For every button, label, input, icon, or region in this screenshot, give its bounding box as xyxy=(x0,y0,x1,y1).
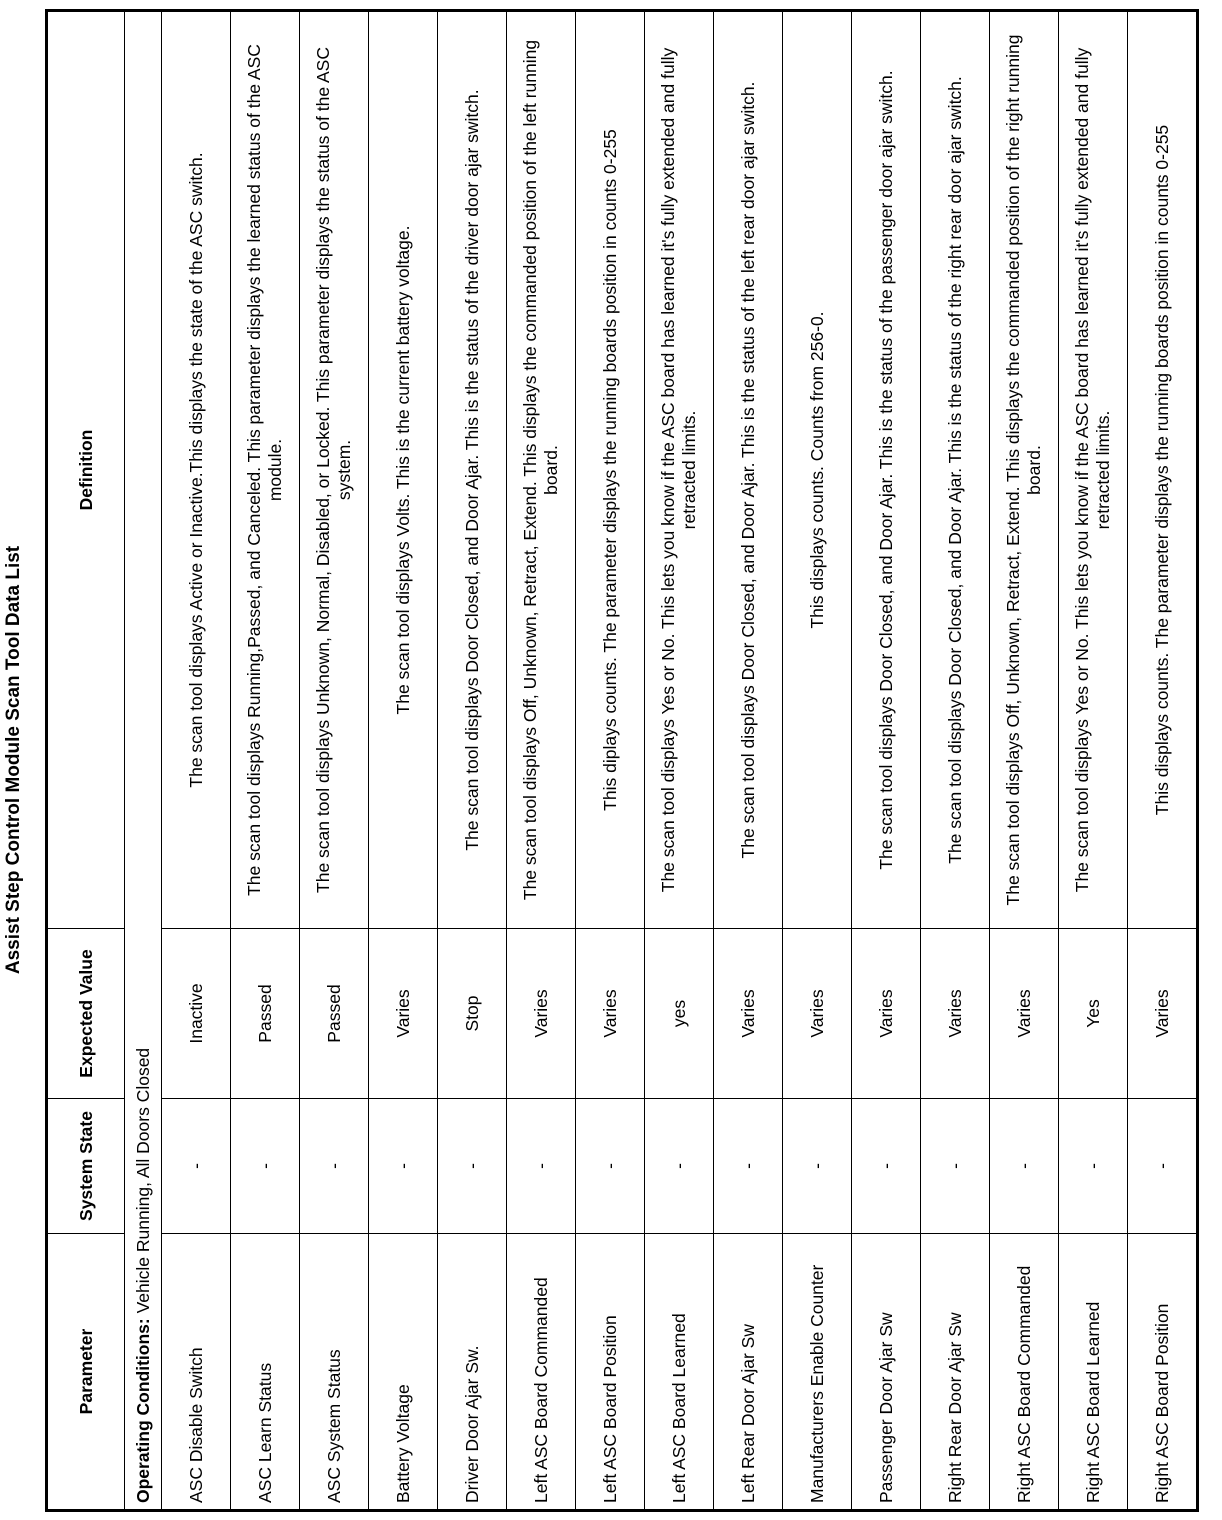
data-list-table: Parameter System State Expected Value De… xyxy=(45,9,1199,1512)
cell-expected-value: Varies xyxy=(506,928,576,1099)
cell-expected-value: Varies xyxy=(1127,928,1198,1099)
table-row: Right ASC Board Learned - Yes The scan tool… xyxy=(1058,10,1128,1511)
cell-parameter: Left ASC Board Learned xyxy=(644,1233,714,1511)
header-parameter: Parameter xyxy=(46,1233,125,1511)
cell-parameter: Manufacturers Enable Counter xyxy=(782,1233,852,1511)
cell-parameter: Battery Voltage xyxy=(368,1233,438,1511)
table-row: Battery Voltage - Varies The scan tool disp… xyxy=(368,10,438,1511)
cell-definition: The scan tool displays Door Closed, and … xyxy=(713,10,783,929)
cell-system-state: - xyxy=(713,1098,783,1234)
operating-conditions-row: Operating Conditions: Vehicle Running, A… xyxy=(124,10,162,1511)
cell-definition: The scan tool displays Yes or No. This l… xyxy=(644,10,714,929)
table-row: ASC Learn Status - Passed The scan tool dis… xyxy=(230,10,300,1511)
cell-definition: The scan tool displays Door Closed, and … xyxy=(437,10,507,929)
table-row: Driver Door Ajar Sw. - Stop The scan tool d… xyxy=(437,10,507,1511)
header-system-state: System State xyxy=(46,1098,125,1234)
table-row: Left ASC Board Position - Varies This dipla… xyxy=(575,10,645,1511)
cell-system-state: - xyxy=(161,1098,231,1234)
cell-parameter: Left Rear Door Ajar Sw xyxy=(713,1233,783,1511)
cell-system-state: - xyxy=(506,1098,576,1234)
cell-definition: This displays counts. The parameter disp… xyxy=(1127,10,1198,929)
operating-conditions-label: Operating Conditions: xyxy=(132,1318,153,1503)
cell-parameter: ASC Disable Switch xyxy=(161,1233,231,1511)
cell-parameter: Driver Door Ajar Sw. xyxy=(437,1233,507,1511)
cell-definition: The scan tool displays Door Closed, and … xyxy=(851,10,921,929)
table-row: Left ASC Board Learned - yes The scan tool … xyxy=(644,10,714,1511)
cell-expected-value: Passed xyxy=(230,928,300,1099)
cell-definition: The scan tool displays Door Closed, and … xyxy=(920,10,990,929)
cell-definition: This diplays counts. The parameter displ… xyxy=(575,10,645,929)
table-row: Right ASC Board Commanded - Varies The scan… xyxy=(989,10,1059,1511)
header-definition: Definition xyxy=(46,10,125,929)
cell-expected-value: Stop xyxy=(437,928,507,1099)
cell-parameter: Left ASC Board Commanded xyxy=(506,1233,576,1511)
cell-definition: The scan tool displays Active or Inactiv… xyxy=(161,10,231,929)
table-row: Manufacturers Enable Counter - Varies This … xyxy=(782,10,852,1511)
operating-conditions-value: Vehicle Running, All Doors Closed xyxy=(132,1047,153,1314)
cell-expected-value: yes xyxy=(644,928,714,1099)
cell-system-state: - xyxy=(437,1098,507,1234)
cell-system-state: - xyxy=(644,1098,714,1234)
header-expected-value: Expected Value xyxy=(46,928,125,1099)
header-row: Parameter System State Expected Value De… xyxy=(46,10,125,1511)
cell-system-state: - xyxy=(299,1098,369,1234)
cell-system-state: - xyxy=(851,1098,921,1234)
cell-parameter: Right ASC Board Commanded xyxy=(989,1233,1059,1511)
table-row: Passenger Door Ajar Sw - Varies The scan to… xyxy=(851,10,921,1511)
cell-definition: The scan tool displays Off, Unknown, Ret… xyxy=(989,10,1059,929)
cell-system-state: - xyxy=(920,1098,990,1234)
cell-system-state: - xyxy=(989,1098,1059,1234)
cell-definition: This displays counts. Counts from 256-0. xyxy=(782,10,852,929)
cell-parameter: Right Rear Door Ajar Sw xyxy=(920,1233,990,1511)
cell-expected-value: Varies xyxy=(713,928,783,1099)
cell-system-state: - xyxy=(575,1098,645,1234)
cell-parameter: ASC System Status xyxy=(299,1233,369,1511)
cell-parameter: ASC Learn Status xyxy=(230,1233,300,1511)
cell-expected-value: Varies xyxy=(368,928,438,1099)
cell-parameter: Right ASC Board Learned xyxy=(1058,1233,1128,1511)
cell-definition: The scan tool displays Unknown, Normal, … xyxy=(299,10,369,929)
cell-expected-value: Varies xyxy=(575,928,645,1099)
table-row: Left Rear Door Ajar Sw - Varies The scan to… xyxy=(713,10,783,1511)
table-row: Right Rear Door Ajar Sw - Varies The scan t… xyxy=(920,10,990,1511)
cell-expected-value: Inactive xyxy=(161,928,231,1099)
table-row: ASC Disable Switch - Inactive The scan tool… xyxy=(161,10,231,1511)
cell-definition: The scan tool displays Off, Unknown, Ret… xyxy=(506,10,576,929)
cell-system-state: - xyxy=(1127,1098,1198,1234)
cell-parameter: Right ASC Board Position xyxy=(1127,1233,1198,1511)
cell-parameter: Left ASC Board Position xyxy=(575,1233,645,1511)
cell-system-state: - xyxy=(230,1098,300,1234)
table-row: Right ASC Board Position - Varies This disp… xyxy=(1127,10,1198,1511)
cell-definition: The scan tool displays Running,Passed, a… xyxy=(230,10,300,929)
cell-parameter: Passenger Door Ajar Sw xyxy=(851,1233,921,1511)
cell-system-state: - xyxy=(1058,1098,1128,1234)
operating-conditions: Operating Conditions: Vehicle Running, A… xyxy=(124,10,162,1511)
cell-system-state: - xyxy=(782,1098,852,1234)
cell-expected-value: Yes xyxy=(1058,928,1128,1099)
cell-expected-value: Passed xyxy=(299,928,369,1099)
cell-expected-value: Varies xyxy=(782,928,852,1099)
table-row: Left ASC Board Commanded - Varies The scan … xyxy=(506,10,576,1511)
cell-expected-value: Varies xyxy=(989,928,1059,1099)
cell-definition: The scan tool displays Volts. This is th… xyxy=(368,10,438,929)
page-title: Assist Step Control Module Scan Tool Dat… xyxy=(3,545,24,975)
cell-definition: The scan tool displays Yes or No. This l… xyxy=(1058,10,1128,929)
cell-expected-value: Varies xyxy=(851,928,921,1099)
cell-expected-value: Varies xyxy=(920,928,990,1099)
table-row: ASC System Status - Passed The scan tool di… xyxy=(299,10,369,1511)
cell-system-state: - xyxy=(368,1098,438,1234)
